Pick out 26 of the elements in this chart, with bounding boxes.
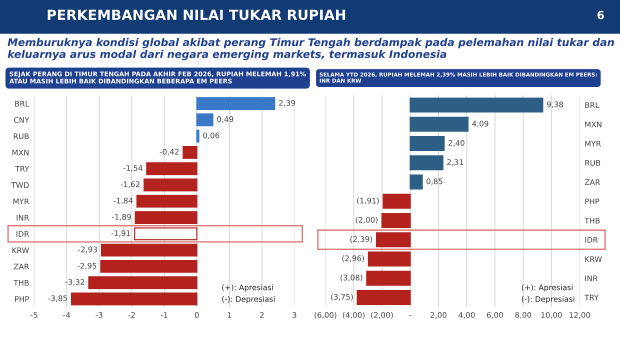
bar: [410, 136, 445, 152]
bar: [146, 162, 198, 176]
bar: [410, 174, 423, 190]
text: PERKEMBANGAN NILAI TUKAR RUPIAH: [48, 10, 346, 20]
bar: [136, 194, 198, 208]
bar: [70, 292, 198, 306]
bar: [100, 244, 198, 257]
bar: [196, 113, 214, 126]
bar: [410, 116, 469, 132]
bar: [144, 178, 198, 192]
bar: [134, 227, 198, 240]
bar: [382, 194, 411, 209]
bar: [410, 155, 444, 170]
bar: [182, 146, 198, 159]
bar: [196, 97, 276, 110]
bar: [88, 276, 198, 290]
text: Memburuknya kondisi global akibat perang Timur Tengah berdampak pada pelemahan nilai tukar dan keluarnya arus modal dari negara emerging markets, termasuk Indonesia: [8, 38, 614, 60]
text: 6: [597, 10, 604, 20]
bar: [134, 211, 198, 224]
bar: [368, 252, 411, 266]
bar: [376, 232, 411, 248]
bar: [100, 260, 198, 273]
bar: [410, 98, 544, 113]
bar: [381, 213, 411, 228]
bar: [366, 270, 411, 286]
bar: [356, 290, 411, 305]
